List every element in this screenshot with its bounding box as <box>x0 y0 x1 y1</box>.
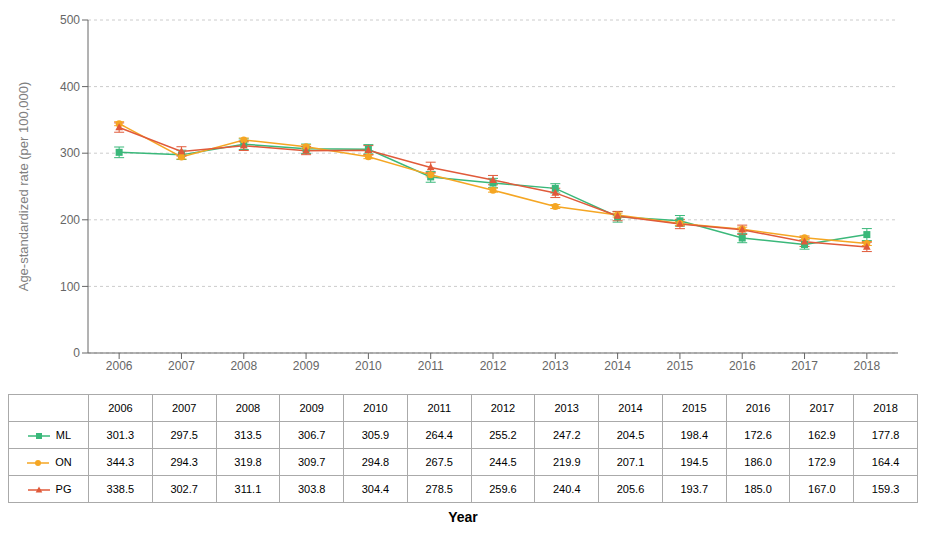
html-text:2011: 2011 <box>427 402 451 414</box>
html-text:2014: 2014 <box>618 402 643 414</box>
html-text:338.5: 338.5 <box>106 483 135 495</box>
html-text:294.8: 294.8 <box>361 456 390 468</box>
html-text:2007: 2007 <box>171 402 197 414</box>
html-text:304.4: 304.4 <box>361 483 390 495</box>
svg-text:2015: 2015 <box>667 359 694 373</box>
html-text:167.0: 167.0 <box>808 483 836 495</box>
svg-text:2008: 2008 <box>230 359 257 373</box>
svg-text:Age-standardized rate (per 100: Age-standardized rate (per 100,000) <box>16 82 31 292</box>
html-text:303.8: 303.8 <box>297 483 326 495</box>
html-text:205.6: 205.6 <box>616 483 645 495</box>
html-text:164.4: 164.4 <box>871 456 900 468</box>
svg-text:2006: 2006 <box>106 359 133 373</box>
svg-text:100: 100 <box>60 280 80 294</box>
html-text:Year: Year <box>448 509 478 525</box>
svg-text:2014: 2014 <box>604 359 631 373</box>
html-text:319.8: 319.8 <box>234 456 262 468</box>
html-text:2013: 2013 <box>554 402 579 414</box>
html-text:2016: 2016 <box>745 402 771 414</box>
html-text:305.9: 305.9 <box>361 429 390 441</box>
svg-text:300: 300 <box>60 146 80 160</box>
html-text:2008: 2008 <box>235 402 261 414</box>
svg-text:2016: 2016 <box>729 359 756 373</box>
html-text:ON: ON <box>55 456 72 469</box>
html-text:186.0: 186.0 <box>744 456 772 468</box>
html-text:219.9: 219.9 <box>553 456 581 468</box>
html-text:ML: ML <box>55 429 72 442</box>
html-text:2015: 2015 <box>682 402 707 414</box>
svg-text:2013: 2013 <box>542 359 569 373</box>
html-text:204.5: 204.5 <box>616 429 645 441</box>
html-text:240.4: 240.4 <box>553 483 581 495</box>
html-text:306.7: 306.7 <box>297 429 326 441</box>
html-text:2010: 2010 <box>363 402 388 414</box>
html-text:259.6: 259.6 <box>489 483 517 495</box>
html-text:194.5: 194.5 <box>680 456 708 468</box>
html-text:313.5: 313.5 <box>234 429 262 441</box>
html-text:267.5: 267.5 <box>425 456 453 468</box>
svg-text:0: 0 <box>73 346 80 360</box>
html-text:2017: 2017 <box>809 402 834 414</box>
svg-text:2010: 2010 <box>355 359 382 373</box>
html-text:172.6: 172.6 <box>744 429 772 441</box>
html-text:309.7: 309.7 <box>297 456 326 468</box>
svg-text:2007: 2007 <box>168 359 195 373</box>
html-text:294.3: 294.3 <box>170 456 198 468</box>
html-text:185.0: 185.0 <box>744 483 772 495</box>
svg-text:2009: 2009 <box>293 359 320 373</box>
html-text:2018: 2018 <box>873 402 898 414</box>
html-text:278.5: 278.5 <box>425 483 453 495</box>
html-text:244.5: 244.5 <box>489 456 517 468</box>
html-text:177.8: 177.8 <box>871 429 900 441</box>
svg-text:2011: 2011 <box>418 359 444 373</box>
html-text:2006: 2006 <box>108 402 133 414</box>
html-text:198.4: 198.4 <box>680 429 708 441</box>
html-text:2012: 2012 <box>490 402 516 414</box>
html-text:344.3: 344.3 <box>106 456 135 468</box>
html-text:207.1: 207.1 <box>616 456 645 468</box>
svg-text:2012: 2012 <box>480 359 507 373</box>
html-text:247.2: 247.2 <box>553 429 581 441</box>
html-text:302.7: 302.7 <box>170 483 198 495</box>
html-text:PG: PG <box>55 483 72 496</box>
html-text:2009: 2009 <box>299 402 324 414</box>
html-text:264.4: 264.4 <box>425 429 453 441</box>
svg-text:500: 500 <box>60 13 80 27</box>
html-text:311.1: 311.1 <box>234 483 262 495</box>
html-text:301.3: 301.3 <box>106 429 135 441</box>
html-text:297.5: 297.5 <box>170 429 198 441</box>
html-text:193.7: 193.7 <box>680 483 708 495</box>
html-text:162.9: 162.9 <box>808 429 836 441</box>
svg-text:2017: 2017 <box>791 359 818 373</box>
html-text:172.9: 172.9 <box>808 456 836 468</box>
html-text:255.2: 255.2 <box>489 429 517 441</box>
svg-text:200: 200 <box>60 213 80 227</box>
svg-text:400: 400 <box>60 80 80 94</box>
svg-text:2018: 2018 <box>853 359 880 373</box>
html-text:159.3: 159.3 <box>871 483 900 495</box>
